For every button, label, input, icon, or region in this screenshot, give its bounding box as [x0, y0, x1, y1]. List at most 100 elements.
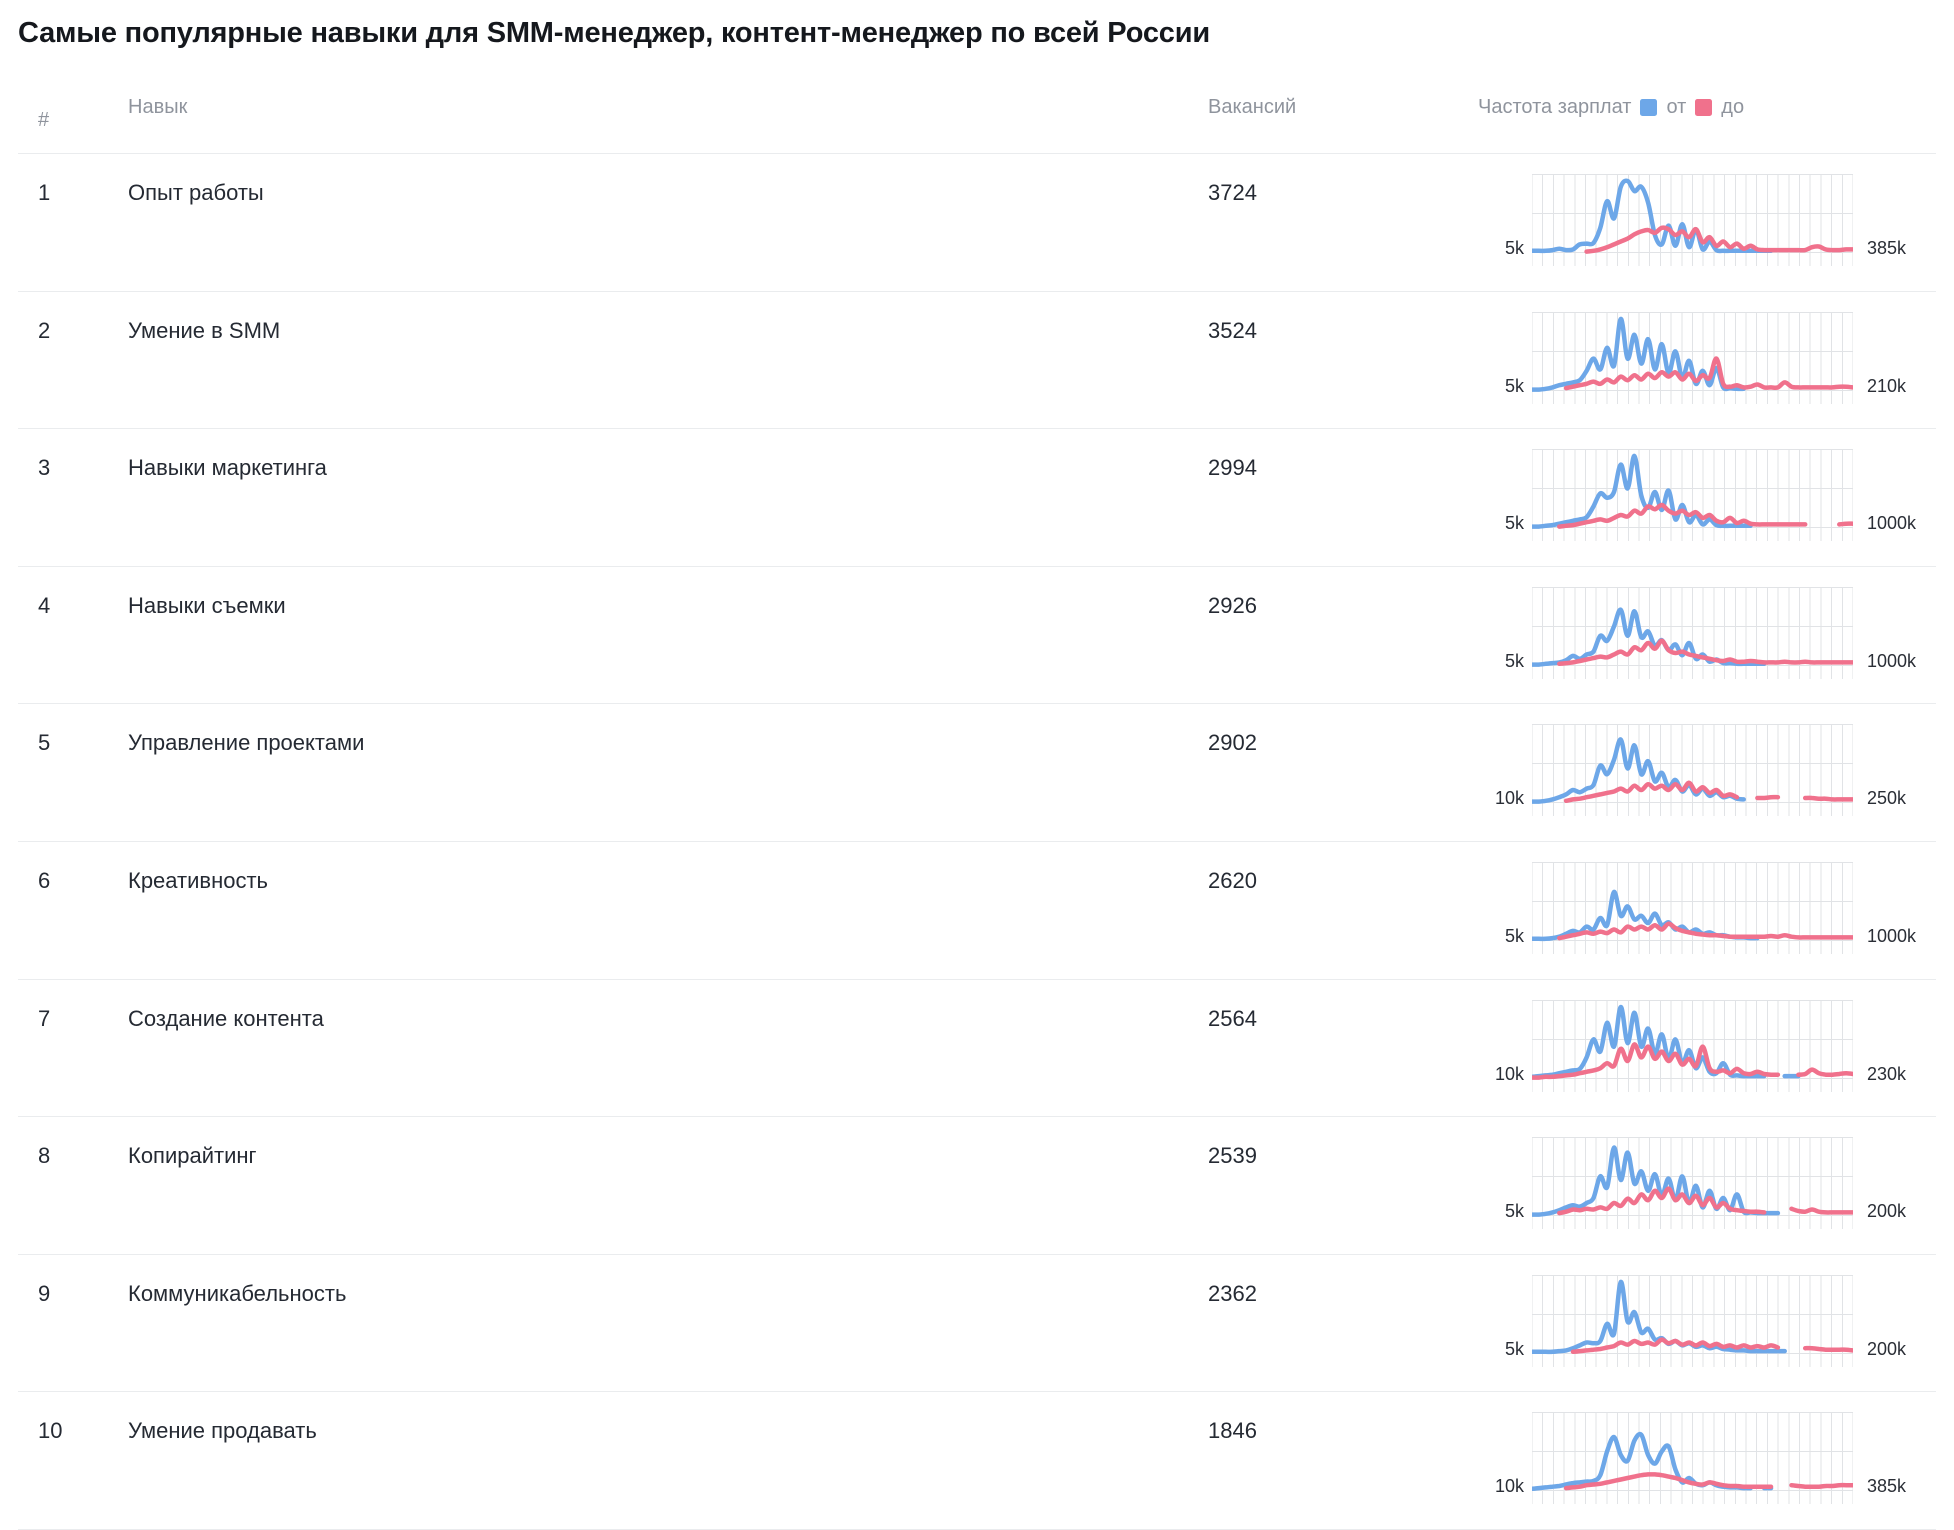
sparkline-grid: [1532, 586, 1853, 679]
row-vacancies: 2362: [1208, 1280, 1257, 1306]
row-rank: 4: [38, 592, 51, 618]
to-line: [1563, 780, 1740, 804]
sparkline-grid: [1532, 449, 1853, 542]
row-skill: Навыки съемки: [128, 592, 286, 618]
row-vacancies: 2994: [1208, 455, 1257, 481]
row-skill: Управление проектами: [128, 730, 365, 756]
salary-distribution-sparkline: [1532, 1412, 1853, 1505]
sparkline-grid: [1532, 861, 1853, 954]
table-row: 7 Создание контента 2564 10k 230k: [18, 980, 1936, 1118]
salary-distribution-sparkline: [1532, 1274, 1853, 1367]
row-rank: 6: [38, 867, 51, 893]
legend-from-label: от: [1666, 96, 1687, 118]
row-skill: Креативность: [128, 867, 269, 893]
sparkline-grid: [1532, 1137, 1853, 1230]
to-line: [1557, 502, 1808, 530]
from-line: [1532, 1432, 1753, 1492]
to-line: [1802, 796, 1853, 803]
table-row: 4 Навыки съемки 2926 5k 1000k: [18, 567, 1936, 705]
salary-distribution-sparkline: [1532, 311, 1853, 404]
skills-report-page: Самые популярные навыки для SMM-менеджер…: [0, 16, 1954, 1530]
salary-max-label: 1000k: [1867, 513, 1917, 534]
from-line: [1532, 889, 1760, 942]
row-rank: 8: [38, 1143, 51, 1169]
row-rank: 2: [38, 317, 51, 343]
row-rank: 1: [38, 180, 51, 205]
header-salary-frequency: Частота зарплат от до: [1478, 96, 1936, 119]
row-skill: Умение в SMM: [128, 317, 281, 343]
from-line: [1532, 737, 1746, 805]
row-salary-chart: 5k 1000k: [1478, 429, 1936, 542]
to-line: [1557, 1186, 1767, 1216]
salary-max-label: 1000k: [1867, 925, 1917, 946]
to-line: [1837, 521, 1853, 527]
salary-max-label: 250k: [1867, 788, 1907, 809]
row-salary-chart: 5k 200k: [1478, 1117, 1936, 1230]
salary-max-label: 200k: [1867, 1201, 1907, 1222]
table-row: 2 Умение в SMM 3524 5k 210k: [18, 292, 1936, 430]
salary-min-label: 10k: [1494, 788, 1524, 809]
table-body: 1 Опыт работы 3724 5k 385k 2 Умение в SMM 3524 5…: [18, 154, 1936, 1530]
row-rank: 3: [38, 455, 51, 481]
salary-min-label: 5k: [1504, 238, 1524, 258]
to-line: [1796, 1066, 1853, 1077]
to-line: [1584, 225, 1853, 254]
to-line: [1570, 1337, 1781, 1354]
row-salary-chart: 5k 1000k: [1478, 567, 1936, 679]
salary-min-label: 10k: [1494, 1476, 1524, 1497]
sparkline-grid: [1532, 1412, 1853, 1505]
to-line: [1532, 1041, 1781, 1080]
salary-min-label: 5k: [1504, 1338, 1524, 1359]
salary-min-label: 5k: [1504, 650, 1524, 671]
salary-max-label: 385k: [1867, 1476, 1907, 1497]
from-line: [1532, 453, 1753, 530]
sparkline-grid: [1532, 1274, 1853, 1367]
to-line: [1755, 795, 1781, 801]
header-skill: Навык: [128, 96, 188, 118]
row-salary-chart: 5k 1000k: [1478, 842, 1936, 954]
salary-distribution-sparkline: [1532, 861, 1853, 954]
row-salary-chart: 5k 210k: [1478, 292, 1936, 404]
header-vacancies: Вакансий: [1208, 96, 1297, 118]
salary-max-label: 210k: [1867, 375, 1907, 396]
table-header: # Навык Вакансий Частота зарплат от до: [18, 62, 1936, 154]
salary-distribution-sparkline: [1532, 174, 1853, 266]
table-row: 10 Умение продавать 1846 10k 385k: [18, 1392, 1936, 1530]
salary-distribution-sparkline: [1532, 449, 1853, 542]
row-vacancies: 2926: [1208, 592, 1257, 618]
salary-max-label: 385k: [1867, 238, 1907, 258]
row-vacancies: 1846: [1208, 1418, 1257, 1444]
row-salary-chart: 10k 385k: [1478, 1392, 1936, 1505]
row-salary-chart: 10k 250k: [1478, 704, 1936, 817]
header-rank: #: [38, 109, 50, 131]
row-skill: Создание контента: [128, 1005, 324, 1031]
salary-distribution-sparkline: [1532, 1137, 1853, 1230]
to-line: [1557, 921, 1853, 941]
row-vacancies: 2564: [1208, 1005, 1257, 1031]
row-salary-chart: 5k 200k: [1478, 1255, 1936, 1367]
row-rank: 9: [38, 1280, 51, 1306]
salary-distribution-sparkline: [1532, 999, 1853, 1092]
salary-distribution-sparkline: [1532, 586, 1853, 679]
table-row: 6 Креативность 2620 5k 1000k: [18, 842, 1936, 980]
row-skill: Коммуникабельность: [128, 1280, 347, 1306]
row-skill: Умение продавать: [128, 1418, 317, 1444]
to-line: [1557, 638, 1853, 666]
from-line: [1532, 316, 1746, 392]
row-vacancies: 2539: [1208, 1143, 1257, 1169]
legend-to-swatch: [1695, 99, 1713, 116]
salary-min-label: 5k: [1504, 513, 1524, 534]
table-row: 9 Коммуникабельность 2362 5k 200k: [18, 1255, 1936, 1393]
to-line: [1789, 1206, 1853, 1215]
salary-max-label: 230k: [1867, 1063, 1907, 1084]
to-line: [1789, 1483, 1853, 1490]
row-rank: 5: [38, 730, 51, 756]
sparkline-grid: [1532, 999, 1853, 1092]
row-skill: Копирайтинг: [128, 1143, 257, 1169]
salary-min-label: 5k: [1504, 375, 1524, 396]
table-row: 1 Опыт работы 3724 5k 385k: [18, 154, 1936, 292]
to-line: [1802, 1345, 1853, 1353]
to-line: [1563, 1472, 1774, 1491]
legend-from-swatch: [1640, 99, 1658, 116]
salary-min-label: 5k: [1504, 925, 1524, 946]
